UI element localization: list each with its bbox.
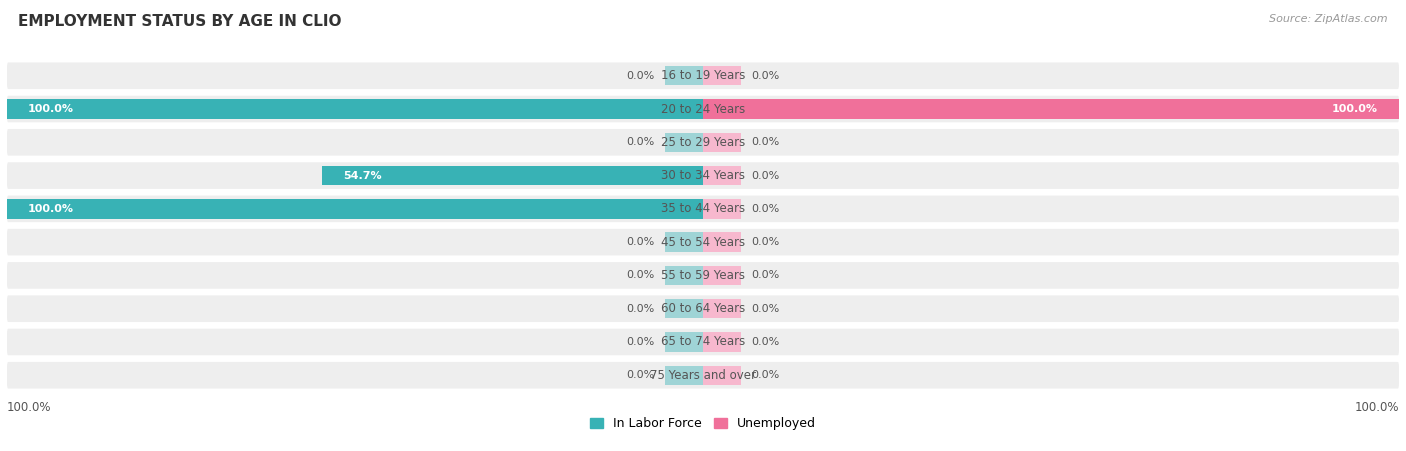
- Bar: [322, 166, 703, 185]
- Text: 100.0%: 100.0%: [1331, 104, 1378, 114]
- FancyBboxPatch shape: [7, 162, 1399, 189]
- Text: 75 Years and over: 75 Years and over: [650, 369, 756, 382]
- Bar: [665, 66, 703, 85]
- Text: 0.0%: 0.0%: [752, 370, 780, 380]
- FancyBboxPatch shape: [7, 362, 1399, 389]
- Text: 0.0%: 0.0%: [752, 71, 780, 81]
- Bar: [703, 133, 741, 152]
- Text: 0.0%: 0.0%: [752, 271, 780, 281]
- FancyBboxPatch shape: [7, 196, 1399, 222]
- Text: 0.0%: 0.0%: [626, 370, 654, 380]
- Text: 54.7%: 54.7%: [343, 170, 382, 180]
- Text: 0.0%: 0.0%: [626, 337, 654, 347]
- Bar: [703, 366, 741, 385]
- Bar: [665, 332, 703, 352]
- Bar: [665, 266, 703, 285]
- Bar: [665, 232, 703, 252]
- Bar: [7, 99, 703, 119]
- Text: 100.0%: 100.0%: [28, 204, 75, 214]
- Text: 100.0%: 100.0%: [28, 104, 75, 114]
- Text: 30 to 34 Years: 30 to 34 Years: [661, 169, 745, 182]
- Text: 0.0%: 0.0%: [752, 137, 780, 147]
- FancyBboxPatch shape: [7, 229, 1399, 255]
- Bar: [665, 366, 703, 385]
- Text: Source: ZipAtlas.com: Source: ZipAtlas.com: [1270, 14, 1388, 23]
- FancyBboxPatch shape: [7, 295, 1399, 322]
- Text: 45 to 54 Years: 45 to 54 Years: [661, 235, 745, 249]
- Text: 100.0%: 100.0%: [7, 401, 52, 414]
- Text: EMPLOYMENT STATUS BY AGE IN CLIO: EMPLOYMENT STATUS BY AGE IN CLIO: [18, 14, 342, 28]
- Text: 0.0%: 0.0%: [626, 237, 654, 247]
- FancyBboxPatch shape: [7, 129, 1399, 156]
- Bar: [703, 166, 741, 185]
- Bar: [703, 332, 741, 352]
- Legend: In Labor Force, Unemployed: In Labor Force, Unemployed: [585, 412, 821, 435]
- FancyBboxPatch shape: [7, 62, 1399, 89]
- FancyBboxPatch shape: [7, 262, 1399, 289]
- Bar: [665, 299, 703, 318]
- Text: 65 to 74 Years: 65 to 74 Years: [661, 336, 745, 349]
- Bar: [7, 199, 703, 219]
- FancyBboxPatch shape: [7, 329, 1399, 355]
- Text: 0.0%: 0.0%: [626, 271, 654, 281]
- Text: 16 to 19 Years: 16 to 19 Years: [661, 69, 745, 82]
- Text: 20 to 24 Years: 20 to 24 Years: [661, 102, 745, 115]
- Bar: [703, 232, 741, 252]
- Text: 0.0%: 0.0%: [626, 71, 654, 81]
- Bar: [703, 199, 741, 219]
- Text: 0.0%: 0.0%: [752, 304, 780, 314]
- Text: 0.0%: 0.0%: [752, 170, 780, 180]
- Text: 60 to 64 Years: 60 to 64 Years: [661, 302, 745, 315]
- FancyBboxPatch shape: [7, 96, 1399, 122]
- Text: 0.0%: 0.0%: [626, 304, 654, 314]
- Bar: [665, 133, 703, 152]
- Text: 35 to 44 Years: 35 to 44 Years: [661, 202, 745, 216]
- Bar: [703, 66, 741, 85]
- Bar: [703, 299, 741, 318]
- Text: 25 to 29 Years: 25 to 29 Years: [661, 136, 745, 149]
- Text: 100.0%: 100.0%: [1354, 401, 1399, 414]
- Text: 0.0%: 0.0%: [752, 237, 780, 247]
- Text: 0.0%: 0.0%: [752, 204, 780, 214]
- Bar: [703, 99, 1399, 119]
- Text: 0.0%: 0.0%: [626, 137, 654, 147]
- Text: 0.0%: 0.0%: [752, 337, 780, 347]
- Text: 55 to 59 Years: 55 to 59 Years: [661, 269, 745, 282]
- Bar: [703, 266, 741, 285]
